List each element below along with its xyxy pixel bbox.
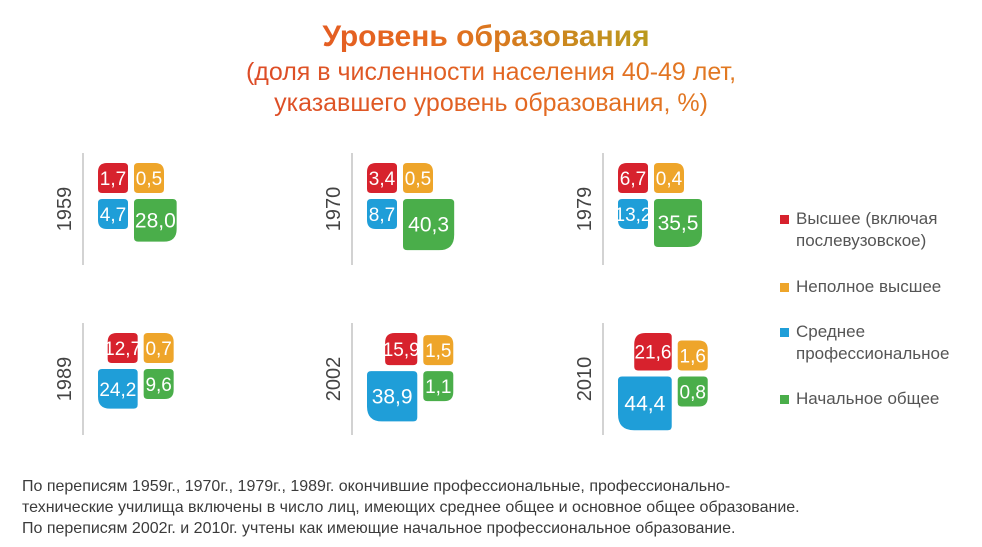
- value-label-primary-general-2010: 0,8: [680, 382, 706, 403]
- panel-1959: 1959 1,7 0,5 4,7 28,0: [54, 153, 177, 265]
- value-label-higher-2002: 15,9: [383, 340, 420, 361]
- box-higher-1979: [618, 163, 648, 193]
- value-label-primary-general-1979: 35,5: [658, 212, 699, 235]
- box-incomplete-higher-2010: [677, 340, 708, 371]
- box-higher-1970: [367, 163, 397, 193]
- year-label-1979: 1979: [574, 187, 596, 232]
- value-label-primary-general-1959: 28,0: [135, 209, 176, 232]
- panel-1979: 1979 6,7 0,413,2 35,5: [574, 153, 703, 265]
- value-label-secondary-professional-1979: 13,2: [615, 205, 652, 226]
- legend-swatch-incomplete-higher: [780, 283, 789, 292]
- box-higher-2002: [385, 333, 418, 366]
- legend-swatch-primary-general: [780, 395, 789, 404]
- value-label-secondary-professional-2010: 44,4: [624, 392, 665, 415]
- chart-title-block: Уровень образования (доля в численности …: [0, 18, 982, 119]
- legend-label-higher: Высшее (включая послевузовское): [796, 209, 938, 250]
- value-label-incomplete-higher-2002: 1,5: [425, 341, 451, 362]
- box-secondary-professional-1970: [367, 199, 397, 229]
- box-higher-1989: [107, 333, 138, 363]
- value-label-higher-1989: 12,7: [104, 339, 141, 360]
- value-label-higher-2010: 21,6: [634, 343, 671, 364]
- year-label-1989: 1989: [54, 357, 76, 402]
- box-higher-1959: [98, 163, 128, 193]
- year-label-2002: 2002: [323, 357, 345, 402]
- box-secondary-professional-2010: [618, 376, 672, 431]
- chart-title: Уровень образования: [0, 18, 982, 56]
- value-label-secondary-professional-1989: 24,2: [99, 380, 136, 401]
- legend-swatch-higher: [780, 215, 789, 224]
- footnote-line-2: технические училища включены в число лиц…: [22, 499, 800, 516]
- value-label-incomplete-higher-2010: 1,6: [680, 346, 706, 367]
- box-primary-general-1979: [654, 199, 703, 248]
- value-label-primary-general-2002: 1,1: [425, 377, 451, 398]
- panel-2010: 2010 21,6 1,6 44,4 0,8: [574, 323, 708, 435]
- value-label-incomplete-higher-1959: 0,5: [136, 169, 162, 190]
- box-secondary-professional-1959: [98, 199, 128, 229]
- value-label-primary-general-1989: 9,6: [145, 375, 171, 396]
- value-label-secondary-professional-1959: 4,7: [100, 205, 126, 226]
- footnote: По переписям 1959г., 1970г., 1979г., 198…: [22, 476, 972, 539]
- value-label-incomplete-higher-1979: 0,4: [656, 169, 683, 190]
- panel-1989: 1989 12,7 0,7 24,2 9,6: [54, 323, 174, 435]
- legend-item-higher: Высшее (включая послевузовское): [780, 208, 937, 252]
- legend-label-primary-general: Начальное общее: [796, 389, 940, 408]
- value-label-higher-1959: 1,7: [100, 169, 126, 190]
- value-label-incomplete-higher-1989: 0,7: [145, 339, 171, 360]
- box-secondary-professional-2002: [367, 371, 418, 422]
- legend-label-secondary-professional: Среднее профессиональное: [796, 322, 950, 363]
- value-label-higher-1970: 3,4: [369, 169, 396, 190]
- box-incomplete-higher-2002: [423, 335, 454, 366]
- box-primary-general-2002: [423, 371, 454, 402]
- year-label-1959: 1959: [54, 187, 76, 232]
- value-label-secondary-professional-2002: 38,9: [372, 385, 413, 408]
- box-incomplete-higher-1989: [143, 333, 174, 363]
- box-higher-2010: [634, 333, 672, 371]
- box-incomplete-higher-1970: [403, 163, 433, 193]
- legend-label-incomplete-higher: Неполное высшее: [796, 277, 942, 296]
- box-secondary-professional-1979: [618, 199, 648, 229]
- box-secondary-professional-1989: [98, 369, 138, 409]
- year-label-2010: 2010: [574, 357, 596, 402]
- legend-item-secondary-professional: Среднее профессиональное: [780, 321, 949, 365]
- box-primary-general-1959: [134, 199, 177, 242]
- legend-swatch-secondary-professional: [780, 328, 789, 337]
- value-label-higher-1979: 6,7: [620, 169, 646, 190]
- panel-2002: 2002 15,9 1,5 38,9 1,1: [323, 323, 454, 435]
- box-primary-general-2010: [677, 376, 708, 407]
- value-label-incomplete-higher-1970: 0,5: [405, 169, 431, 190]
- year-label-1970: 1970: [323, 187, 345, 232]
- box-incomplete-higher-1959: [134, 163, 164, 193]
- value-label-primary-general-1970: 40,3: [408, 214, 449, 237]
- footnote-line-1: По переписям 1959г., 1970г., 1979г., 198…: [22, 478, 731, 495]
- legend-item-primary-general: Начальное общее: [780, 388, 939, 410]
- panel-1970: 1970 3,4 0,5 8,7 40,3: [323, 153, 455, 265]
- box-primary-general-1989: [143, 369, 174, 399]
- value-label-secondary-professional-1970: 8,7: [369, 205, 395, 226]
- legend-item-incomplete-higher: Неполное высшее: [780, 276, 941, 298]
- box-primary-general-1970: [403, 199, 455, 251]
- box-incomplete-higher-1979: [654, 163, 684, 193]
- footnote-line-3: По переписям 2002г. и 2010г. учтены как …: [22, 520, 736, 537]
